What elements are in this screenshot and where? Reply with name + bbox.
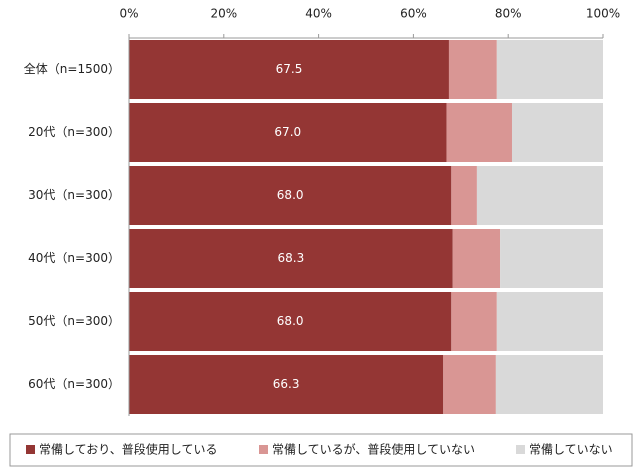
legend-swatch: [26, 445, 35, 454]
bar-segment: [496, 292, 603, 351]
value-label: 68.0: [277, 188, 304, 202]
y-tick-label: 20代（n=300）: [28, 125, 120, 139]
x-tick-label: 0%: [119, 7, 138, 21]
x-tick-label: 100%: [586, 7, 620, 21]
bar-segment: [129, 166, 452, 225]
legend-label: 常備しており、普段使用している: [39, 442, 217, 457]
value-label: 68.3: [278, 251, 305, 265]
legend-label: 常備しているが、普段使用していない: [272, 442, 475, 457]
bar-segment: [129, 355, 444, 414]
x-tick-label: 40%: [305, 7, 332, 21]
legend-label: 常備していない: [529, 442, 613, 457]
value-label: 67.5: [276, 62, 303, 76]
legend-swatch: [516, 445, 525, 454]
bar-segment: [443, 355, 496, 414]
y-tick-label: 30代（n=300）: [28, 188, 120, 202]
bar-segment: [495, 355, 603, 414]
value-label: 67.0: [274, 125, 301, 139]
bar-segment: [452, 229, 501, 288]
y-tick-label: 40代（n=300）: [28, 251, 120, 265]
bar-segment: [476, 166, 603, 225]
legend-swatch: [259, 445, 268, 454]
value-label: 68.0: [277, 314, 304, 328]
bar-segment: [129, 40, 449, 99]
y-tick-label: 60代（n=300）: [28, 377, 120, 391]
x-tick-label: 20%: [210, 7, 237, 21]
y-tick-label: 全体（n=1500）: [24, 61, 120, 76]
value-label: 66.3: [273, 377, 300, 391]
bar-segment: [129, 229, 453, 288]
legend-box: [9, 433, 633, 467]
bar-segment: [451, 166, 477, 225]
bar-segment: [448, 40, 497, 99]
bar-segment: [129, 103, 447, 162]
bar-segment: [129, 292, 452, 351]
x-tick-label: 60%: [400, 7, 427, 21]
y-tick-label: 50代（n=300）: [28, 314, 120, 328]
bar-segment: [511, 103, 603, 162]
bar-segment: [496, 40, 603, 99]
bar-segment: [500, 229, 603, 288]
bar-segment: [446, 103, 512, 162]
bar-segment: [451, 292, 497, 351]
x-tick-label: 80%: [495, 7, 522, 21]
